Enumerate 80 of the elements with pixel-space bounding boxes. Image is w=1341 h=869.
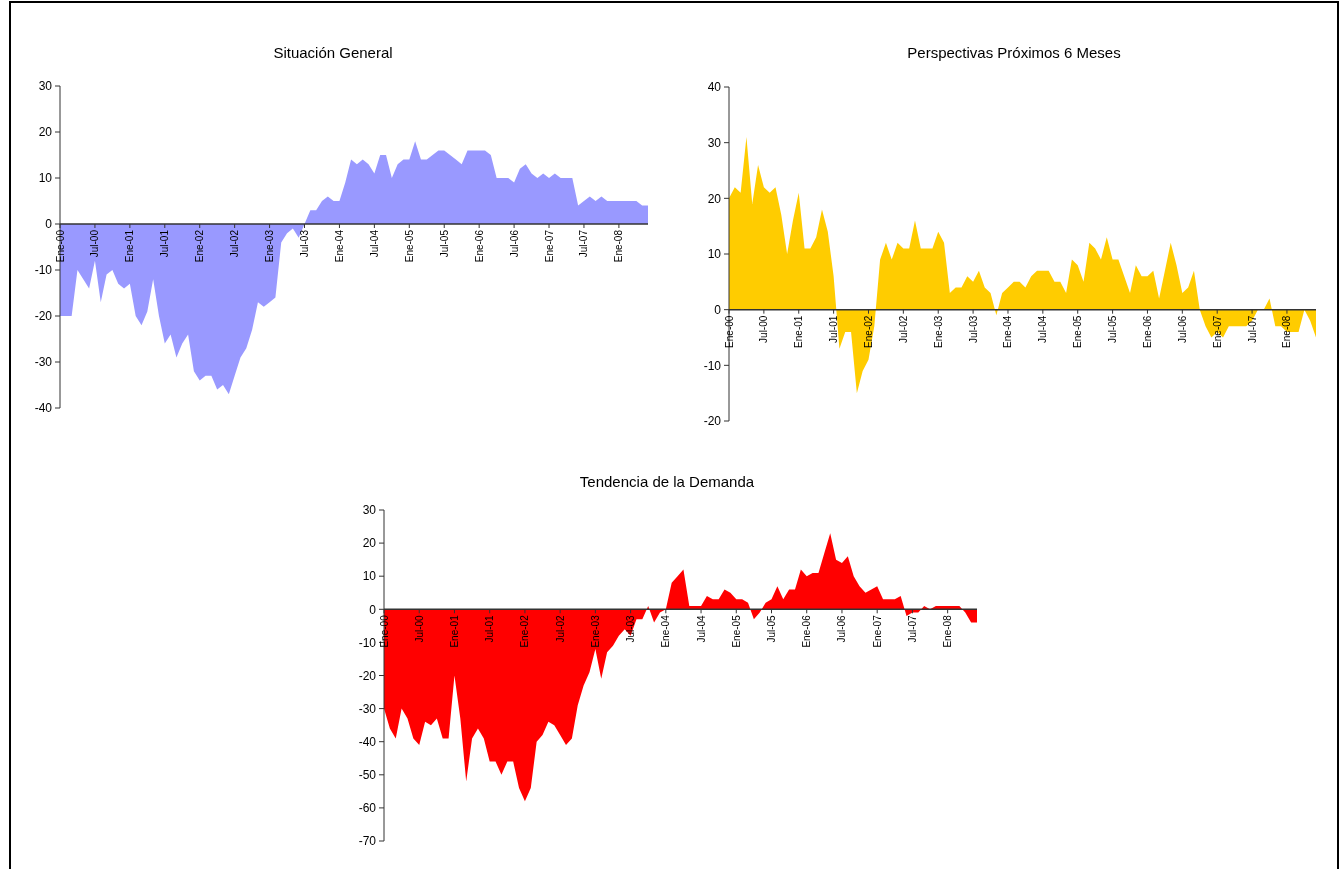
y-tick-label: -40 — [34, 401, 53, 416]
x-tick-label: Ene-06 — [801, 614, 813, 648]
y-tick-label: -50 — [358, 768, 377, 782]
y-tick-label: 10 — [38, 171, 53, 186]
x-tick-label: Jul-03 — [299, 229, 311, 258]
x-tick-label: Ene-07 — [871, 614, 883, 648]
x-tick-label: Jul-00 — [89, 229, 101, 258]
x-tick-label: Ene-00 — [723, 315, 735, 348]
y-tick-label: -30 — [34, 355, 53, 370]
x-tick-label: Ene-05 — [403, 229, 415, 263]
x-tick-label: Ene-03 — [589, 614, 601, 648]
y-tick-label: -10 — [703, 358, 722, 373]
y-tick-label: -40 — [358, 734, 377, 749]
x-tick-label: Jul-02 — [554, 614, 566, 643]
x-tick-label: Jul-00 — [413, 614, 425, 643]
y-tick-label: 40 — [707, 80, 722, 95]
x-tick-label: Jul-07 — [906, 614, 918, 643]
y-tick-label: -20 — [703, 414, 722, 429]
x-tick-label: Ene-02 — [862, 315, 874, 348]
chart-title: Situación General — [273, 44, 393, 61]
chart-title: Tendencia de la Demanda — [579, 473, 755, 490]
y-tick-label: -10 — [358, 635, 377, 650]
chart-title: Perspectivas Próximos 6 Meses — [907, 44, 1121, 61]
x-tick-label: Ene-06 — [473, 229, 485, 263]
x-tick-label: Ene-05 — [1072, 315, 1084, 348]
y-tick-label: 0 — [45, 217, 53, 232]
x-tick-label: Ene-07 — [543, 229, 555, 263]
x-tick-label: Jul-01 — [484, 614, 496, 643]
x-tick-label: Jul-06 — [1176, 315, 1188, 343]
y-tick-label: -70 — [358, 834, 377, 849]
y-tick-label: -20 — [358, 668, 377, 683]
x-tick-label: Jul-05 — [438, 229, 450, 258]
x-tick-label: Jul-01 — [828, 315, 840, 343]
y-tick-label: 0 — [369, 602, 377, 617]
x-tick-label: Jul-05 — [1107, 315, 1119, 343]
x-tick-label: Ene-08 — [942, 614, 954, 648]
x-tick-label: Ene-00 — [54, 229, 66, 263]
x-tick-label: Jul-05 — [766, 614, 777, 643]
x-tick-label: Jul-07 — [578, 229, 590, 258]
x-tick-label: Jul-00 — [758, 315, 770, 343]
y-tick-label: 20 — [362, 536, 377, 551]
y-tick-label: 0 — [714, 302, 722, 317]
x-tick-label: Ene-08 — [1281, 315, 1293, 348]
x-tick-label: Ene-03 — [264, 229, 276, 263]
y-tick-label: 30 — [362, 503, 377, 518]
x-tick-label: Ene-00 — [378, 614, 390, 648]
x-tick-label: Jul-03 — [967, 315, 979, 343]
x-tick-label: Jul-06 — [508, 229, 520, 258]
y-tick-label: 20 — [38, 125, 53, 140]
x-tick-label: Ene-01 — [124, 229, 136, 263]
x-tick-label: Ene-04 — [333, 229, 345, 263]
x-tick-label: Ene-05 — [730, 614, 742, 648]
x-tick-label: Jul-01 — [159, 229, 171, 258]
x-tick-label: Ene-06 — [1141, 315, 1153, 348]
y-tick-label: 30 — [38, 79, 53, 94]
x-tick-label: Ene-03 — [932, 315, 944, 348]
x-tick-label: Ene-01 — [448, 614, 460, 648]
x-tick-label: Jul-04 — [368, 229, 380, 258]
y-tick-label: -20 — [34, 309, 53, 324]
x-tick-label: Jul-03 — [625, 614, 637, 643]
x-tick-label: Ene-02 — [194, 229, 206, 263]
x-tick-label: Ene-04 — [1002, 315, 1014, 348]
y-tick-label: 30 — [707, 135, 722, 150]
x-tick-label: Jul-02 — [229, 229, 241, 258]
x-tick-label: Ene-04 — [660, 614, 672, 648]
y-tick-label: -60 — [358, 801, 377, 816]
x-tick-label: Ene-02 — [519, 614, 531, 648]
y-tick-label: -10 — [34, 263, 53, 278]
y-tick-label: 20 — [707, 191, 722, 206]
x-tick-label: Ene-01 — [793, 315, 805, 348]
x-tick-label: Jul-04 — [695, 614, 707, 643]
x-tick-label: Jul-07 — [1246, 315, 1258, 343]
y-tick-label: 10 — [362, 569, 377, 584]
x-tick-label: Ene-08 — [613, 229, 625, 263]
x-tick-label: Jul-06 — [836, 614, 848, 643]
x-tick-label: Ene-07 — [1211, 315, 1223, 348]
x-tick-label: Jul-02 — [897, 315, 909, 343]
x-tick-label: Jul-04 — [1037, 315, 1049, 343]
y-tick-label: -30 — [358, 701, 377, 716]
y-tick-label: 10 — [707, 247, 722, 262]
